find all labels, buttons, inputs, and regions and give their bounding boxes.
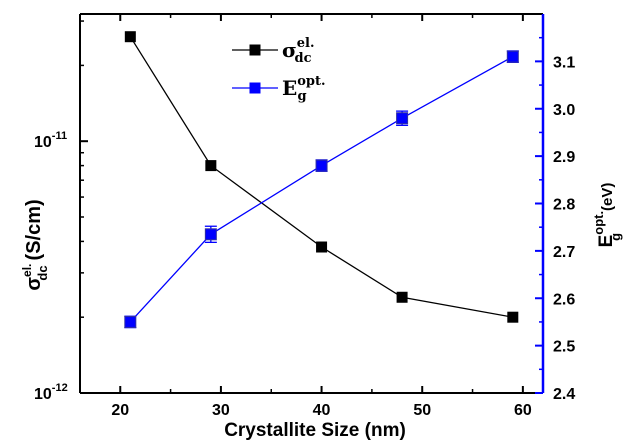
right-tick-label: 2.4 — [553, 386, 575, 403]
x-axis-title: Crystallite Size (nm) — [224, 420, 406, 440]
x-tick-label: 60 — [514, 402, 532, 419]
right-y-axis: 2.4 2.5 2.6 2.7 2.8 2.9 3.0 3.1 — [535, 36, 575, 403]
legend-entry-band-gap: Eopt. g — [232, 74, 326, 104]
right-axis-title-sub: g — [608, 233, 623, 241]
x-tick-label: 40 — [313, 402, 331, 419]
conductivity-series — [124, 31, 519, 323]
right-tick-label: 3.0 — [553, 102, 575, 119]
band-gap-point — [204, 228, 217, 241]
conductivity-point — [205, 160, 217, 172]
left-tick-base: 10 — [34, 134, 52, 151]
right-tick-label: 2.6 — [553, 291, 575, 308]
band-gap-point — [506, 50, 519, 63]
legend-label-main: σ — [282, 38, 297, 62]
left-tick-label: 10-12 — [34, 382, 68, 403]
x-axis: 20 30 40 50 60 — [111, 14, 532, 419]
legend-label-sub: g — [298, 89, 307, 104]
conductivity-point — [507, 311, 519, 323]
legend-label-sub: dc — [295, 51, 312, 66]
left-tick-base: 10 — [34, 386, 52, 403]
legend-label-sup: opt. — [297, 74, 325, 89]
right-tick-label: 2.7 — [553, 244, 575, 261]
x-tick-label: 30 — [212, 402, 230, 419]
conductivity-point — [316, 241, 328, 253]
left-axis-title: σel.dc (S/cm) — [20, 199, 50, 290]
left-axis-title-main: σ — [23, 277, 45, 291]
right-axis-title: Eopt.g (eV) — [591, 183, 623, 248]
conductivity-point — [396, 291, 408, 303]
plot-frame — [79, 13, 545, 394]
legend-label: Eopt. g — [282, 74, 326, 104]
left-tick-label: 10-11 — [34, 130, 67, 151]
right-tick-label: 2.8 — [553, 197, 575, 214]
band-gap-point — [315, 159, 328, 172]
right-axis-title-unit: (eV) — [599, 183, 616, 211]
legend-entry-conductivity: σel. dc — [232, 36, 315, 66]
legend-marker — [249, 44, 261, 56]
right-tick-label: 3.1 — [553, 54, 575, 71]
x-tick-label: 20 — [111, 402, 129, 419]
left-tick-exponent: -12 — [52, 382, 68, 394]
band-gap-point — [124, 315, 137, 328]
left-axis-title-unit: (S/cm) — [23, 199, 45, 260]
band-gap-series — [124, 50, 519, 329]
right-axis-title-sup: opt. — [591, 211, 606, 235]
right-tick-label: 2.9 — [553, 149, 575, 166]
band-gap-point — [396, 112, 409, 125]
band-gap-line — [129, 56, 514, 323]
right-tick-label: 2.5 — [553, 339, 575, 356]
legend-label-sup: el. — [297, 36, 315, 51]
legend: σel. dc Eopt. g — [232, 36, 326, 104]
conductivity-point — [124, 31, 136, 43]
left-axis-title-sub: dc — [35, 265, 50, 280]
right-axis-title-main: E — [596, 235, 617, 248]
legend-label-main: E — [282, 76, 297, 100]
legend-label: σel. dc — [282, 36, 315, 66]
legend-marker — [249, 82, 261, 94]
x-tick-label: 50 — [413, 402, 431, 419]
left-axis-title-sup: el. — [20, 264, 34, 277]
left-tick-exponent: -11 — [52, 130, 67, 142]
